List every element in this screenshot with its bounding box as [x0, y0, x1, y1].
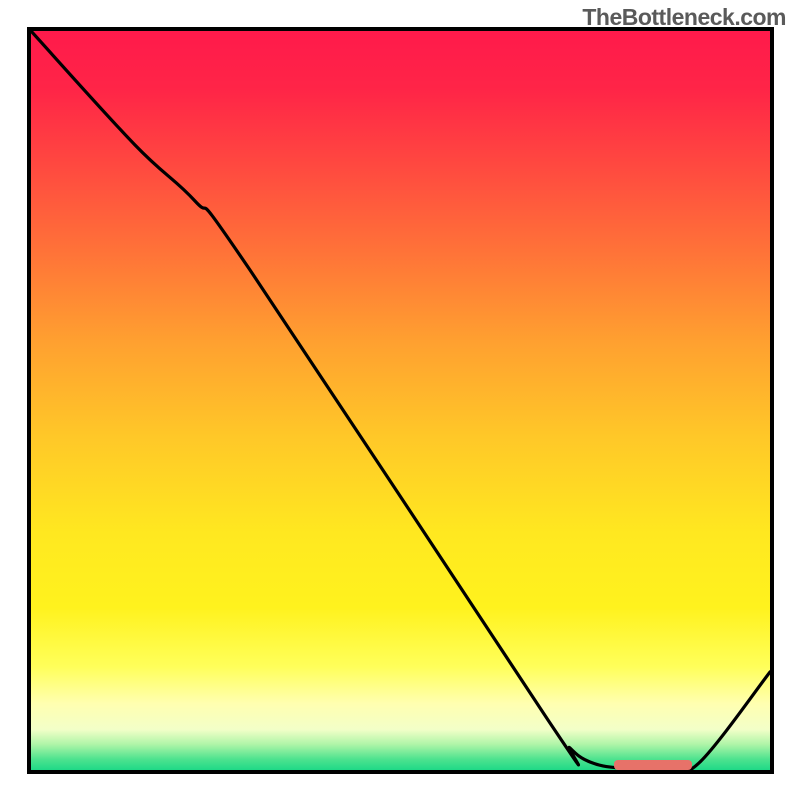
chart-svg — [0, 0, 800, 800]
bottleneck-chart: TheBottleneck.com — [0, 0, 800, 800]
optimal-range-marker — [614, 760, 692, 770]
attribution-label: TheBottleneck.com — [582, 4, 786, 31]
gradient-background — [31, 31, 770, 770]
